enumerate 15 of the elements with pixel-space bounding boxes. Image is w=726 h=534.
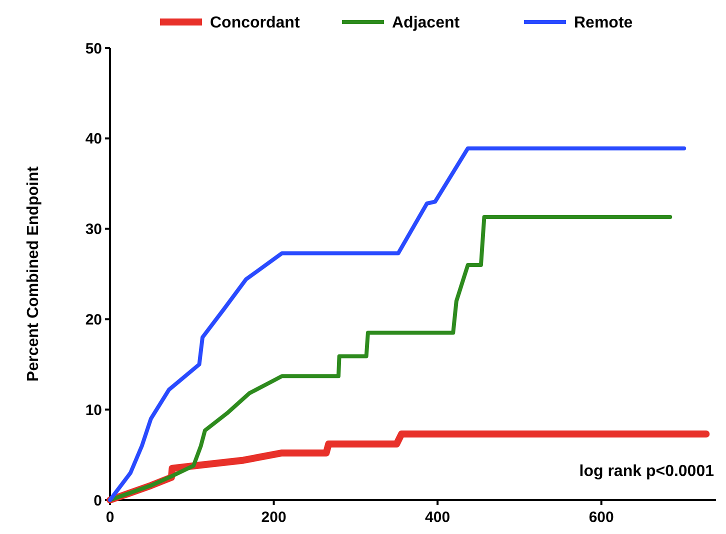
x-tick-label: 600 xyxy=(588,509,614,526)
annotation: log rank p<0.0001 xyxy=(579,463,714,480)
y-tick-label: 20 xyxy=(85,311,102,328)
legend-label: Adjacent xyxy=(392,14,460,32)
legend-label: Concordant xyxy=(210,14,300,32)
x-tick-label: 0 xyxy=(106,509,114,526)
x-tick-label: 400 xyxy=(425,509,450,526)
y-tick-label: 10 xyxy=(85,402,102,419)
x-tick-label: 200 xyxy=(261,509,286,526)
legend-label: Remote xyxy=(574,14,633,32)
y-tick-label: 0 xyxy=(94,492,102,510)
y-axis-title: Percent Combined Endpoint xyxy=(25,166,42,382)
y-tick-label: 40 xyxy=(85,130,102,148)
y-tick-label: 50 xyxy=(85,40,102,58)
y-tick-label: 30 xyxy=(85,221,102,238)
